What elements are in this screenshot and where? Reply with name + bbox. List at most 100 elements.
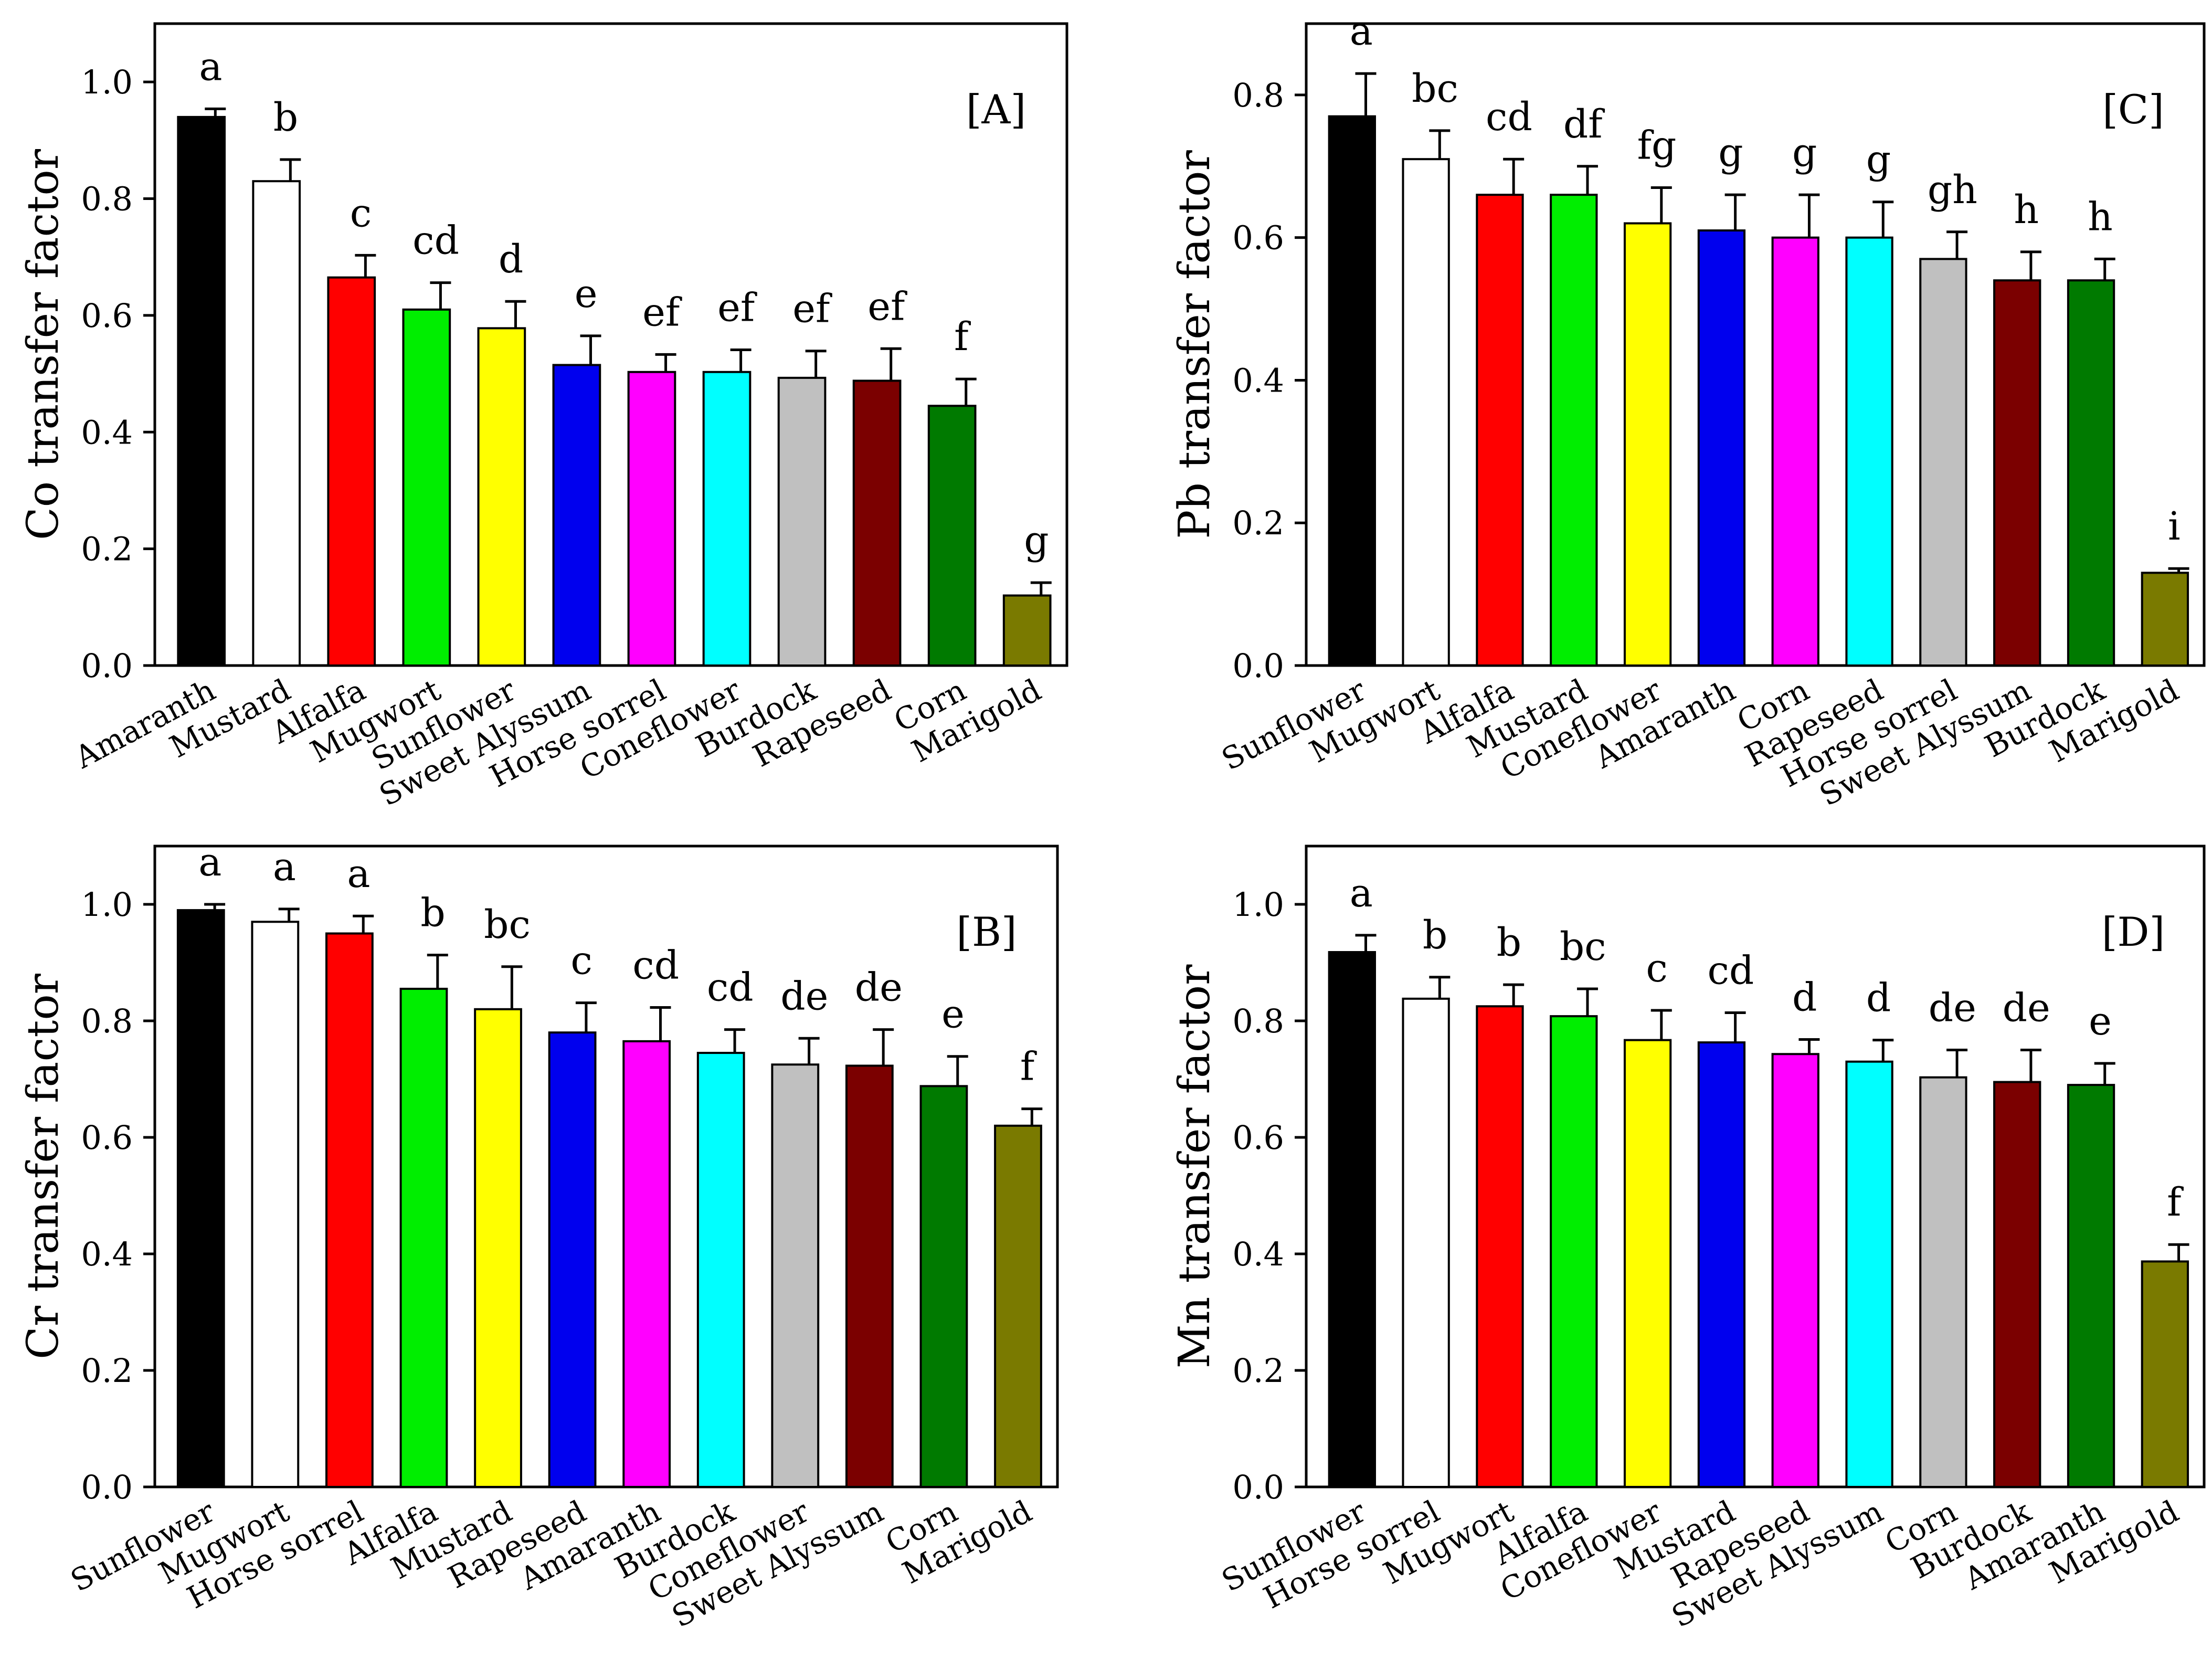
y-tick-label: 0.8 bbox=[81, 180, 133, 218]
panel-label: [C] bbox=[2102, 86, 2164, 133]
bar bbox=[1919, 1076, 1967, 1488]
significance-letter: h bbox=[2014, 187, 2039, 233]
y-tick-label: 0.6 bbox=[81, 297, 133, 335]
significance-letter: d bbox=[499, 237, 523, 282]
significance-letter: a bbox=[198, 840, 221, 885]
bar bbox=[251, 921, 300, 1488]
significance-letter: de bbox=[780, 974, 828, 1019]
bar bbox=[1328, 951, 1376, 1488]
y-tick-label: 0.8 bbox=[1232, 76, 1284, 114]
bar bbox=[2067, 279, 2115, 667]
significance-letter: e bbox=[941, 992, 965, 1037]
y-tick-label: 0.2 bbox=[81, 1352, 133, 1390]
y-axis-title: Cr transfer factor bbox=[18, 973, 68, 1359]
bar bbox=[1771, 1053, 1819, 1488]
y-axis-title: Co transfer factor bbox=[18, 149, 68, 540]
bar bbox=[852, 379, 902, 667]
significance-letter: f bbox=[1020, 1044, 1037, 1090]
y-tick-label: 0.6 bbox=[81, 1118, 133, 1157]
significance-letter: de bbox=[855, 965, 903, 1010]
y-tick-label: 0.6 bbox=[1232, 1118, 1284, 1157]
y-tick-label: 0.0 bbox=[1232, 1468, 1284, 1506]
significance-letter: ef bbox=[717, 286, 757, 331]
y-tick-label: 0.0 bbox=[1232, 647, 1284, 685]
significance-letter: de bbox=[2003, 986, 2050, 1031]
y-axis-title: Pb transfer factor bbox=[1170, 150, 1220, 539]
bar bbox=[327, 276, 376, 667]
bar bbox=[1476, 194, 1524, 667]
bar bbox=[399, 987, 448, 1488]
bar bbox=[1402, 997, 1450, 1488]
significance-letter: cd bbox=[707, 965, 754, 1010]
bar bbox=[176, 909, 225, 1488]
y-axis-title: Mn transfer factor bbox=[1170, 964, 1220, 1368]
bar bbox=[702, 371, 752, 667]
plot-frame bbox=[1305, 844, 2206, 1488]
significance-letter: de bbox=[1929, 986, 1976, 1031]
significance-letter: bc bbox=[1560, 924, 1606, 969]
significance-letter: cd bbox=[632, 943, 679, 988]
bar bbox=[1002, 594, 1052, 667]
bar bbox=[325, 932, 374, 1488]
bar bbox=[1697, 229, 1746, 667]
y-tick-label: 0.2 bbox=[1232, 504, 1284, 542]
y-tick-label: 0.8 bbox=[1232, 1002, 1284, 1040]
bar bbox=[1845, 236, 1893, 667]
bar bbox=[622, 1040, 671, 1488]
y-tick-label: 0.2 bbox=[81, 530, 133, 568]
y-tick-label: 0.4 bbox=[81, 413, 133, 451]
bar bbox=[2067, 1084, 2115, 1488]
significance-letter: a bbox=[273, 844, 296, 890]
significance-letter: a bbox=[199, 44, 222, 89]
significance-letter: i bbox=[2168, 504, 2181, 549]
bar bbox=[2141, 1260, 2189, 1488]
significance-letter: a bbox=[347, 851, 370, 896]
significance-letter: b bbox=[420, 891, 445, 936]
significance-letter: f bbox=[2167, 1180, 2184, 1225]
bar bbox=[1845, 1060, 1893, 1488]
significance-letter: d bbox=[1866, 976, 1891, 1021]
bar bbox=[1771, 236, 1819, 667]
bar bbox=[474, 1008, 522, 1488]
bar bbox=[919, 1085, 968, 1488]
significance-letter: bc bbox=[484, 902, 531, 947]
bar bbox=[1993, 279, 2041, 667]
bar bbox=[552, 364, 601, 667]
y-tick-label: 0.8 bbox=[81, 1002, 133, 1040]
significance-letter: g bbox=[1792, 130, 1817, 175]
significance-letter: e bbox=[2089, 999, 2112, 1044]
bar bbox=[1697, 1041, 1746, 1488]
significance-letter: c bbox=[570, 938, 592, 984]
y-tick-label: 0.6 bbox=[1232, 219, 1284, 257]
bar bbox=[1402, 158, 1450, 667]
panel-label: [B] bbox=[956, 909, 1017, 955]
panel-label: [D] bbox=[2102, 909, 2165, 955]
plot-frame bbox=[153, 22, 1068, 667]
significance-letter: cd bbox=[412, 218, 459, 263]
significance-letter: ef bbox=[642, 290, 682, 335]
panel-label: [A] bbox=[966, 86, 1026, 133]
significance-letter: c bbox=[350, 191, 372, 236]
significance-letter: f bbox=[954, 314, 971, 360]
significance-letter: cd bbox=[1707, 948, 1754, 993]
bar bbox=[1550, 1015, 1598, 1488]
significance-letter: g bbox=[1866, 138, 1891, 183]
bar bbox=[1993, 1081, 2041, 1488]
bar bbox=[548, 1031, 597, 1488]
bar bbox=[477, 327, 526, 667]
y-tick-label: 0.2 bbox=[1232, 1352, 1284, 1390]
bar bbox=[1623, 1039, 1672, 1488]
significance-letter: gh bbox=[1928, 167, 1977, 213]
bar bbox=[777, 376, 827, 667]
y-tick-label: 1.0 bbox=[1232, 885, 1284, 924]
plot-frame bbox=[1305, 22, 2206, 667]
bar bbox=[1328, 115, 1376, 667]
chart-panel-d: 0.0 0.2 0.4 0.6 0.8 1.0 Mn transfer factor [D] a… bbox=[1170, 844, 2206, 1634]
significance-letter: df bbox=[1563, 102, 1605, 147]
y-tick-label: 0.4 bbox=[1232, 361, 1284, 399]
significance-letter: h bbox=[2088, 194, 2113, 239]
significance-letter: fg bbox=[1637, 123, 1677, 168]
significance-letter: b bbox=[1497, 920, 1521, 965]
bar bbox=[252, 180, 301, 667]
